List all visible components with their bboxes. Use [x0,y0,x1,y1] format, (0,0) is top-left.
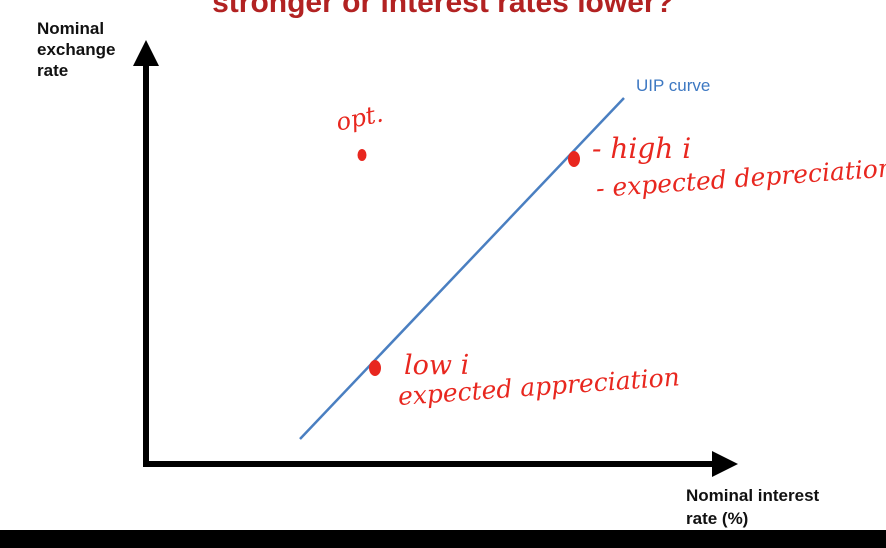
x-axis-label: Nominal interest rate (%) [686,484,819,530]
point-opt [357,149,367,161]
point-low-i [369,360,381,376]
y-axis-label-line3: rate [37,61,69,80]
point-high-i [568,151,580,167]
y-axis-arrow-icon [133,40,159,66]
y-axis-label: Nominal exchange rate [37,18,115,81]
slide-title: stronger or interest rates lower? [212,0,674,19]
bottom-black-bar [0,530,886,548]
x-axis-label-line2: rate (%) [686,509,749,528]
annotation-low-i: low i [404,350,470,381]
x-axis-label-line1: Nominal interest [686,486,820,505]
annotation-high-i: - high i [592,132,692,165]
uip-diagram [133,40,738,477]
y-axis-label-line1: Nominal [37,19,105,38]
y-axis-label-line2: exchange [37,40,116,59]
x-axis-arrow-icon [712,451,738,477]
uip-curve-label: UIP curve [636,76,711,95]
